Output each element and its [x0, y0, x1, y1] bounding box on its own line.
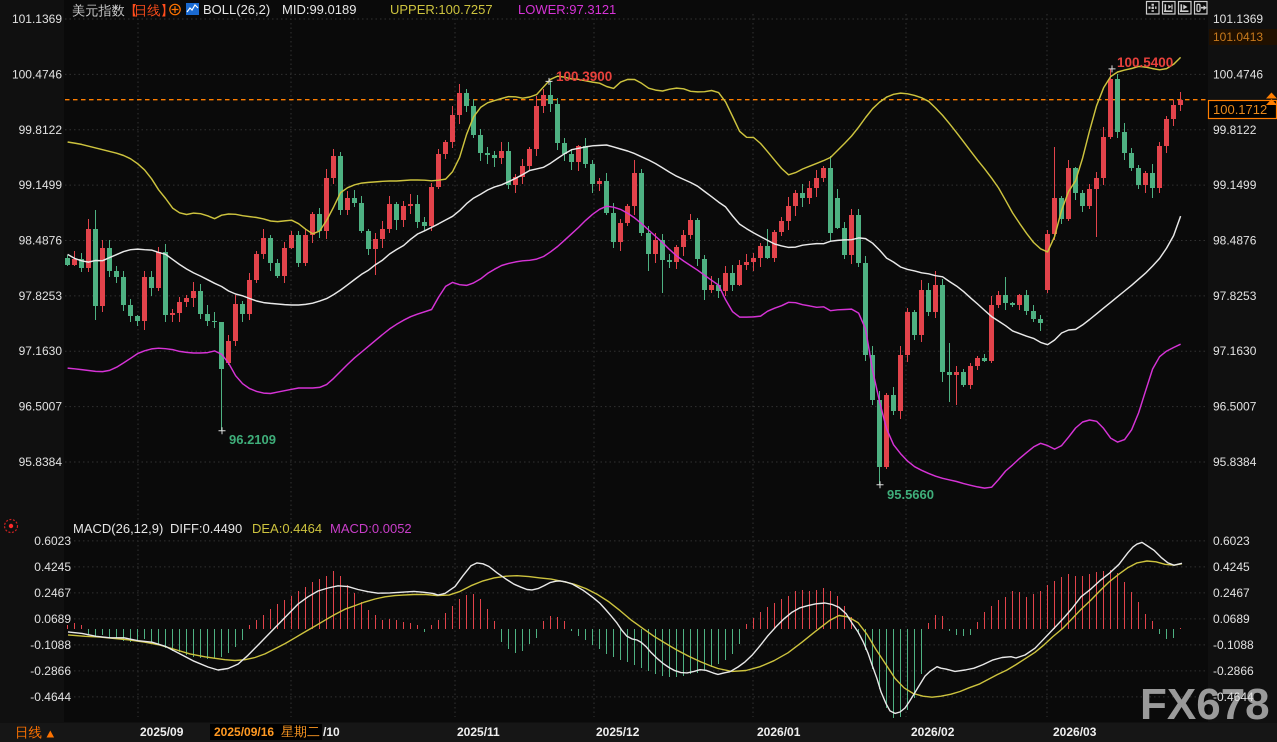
svg-text:97.1630: 97.1630	[1213, 344, 1257, 358]
svg-text:2025/09: 2025/09	[140, 725, 184, 739]
svg-text:98.4876: 98.4876	[1213, 233, 1257, 247]
svg-text:0.2467: 0.2467	[34, 586, 71, 600]
svg-text:96.2109: 96.2109	[229, 432, 276, 447]
svg-text:101.1369: 101.1369	[12, 12, 62, 26]
svg-text:99.8122: 99.8122	[19, 123, 63, 137]
svg-text:95.8384: 95.8384	[1213, 455, 1257, 469]
svg-text:99.1499: 99.1499	[1213, 178, 1257, 192]
svg-text:95.5660: 95.5660	[887, 487, 934, 502]
svg-text:2026/01: 2026/01	[757, 725, 801, 739]
svg-text:-0.1088: -0.1088	[1213, 638, 1254, 652]
svg-text:96.5007: 96.5007	[1213, 400, 1257, 414]
svg-text:-0.2866: -0.2866	[1213, 664, 1254, 678]
svg-text:101.1369: 101.1369	[1213, 12, 1263, 26]
svg-text:DEA:0.4464: DEA:0.4464	[252, 521, 322, 536]
svg-text:96.5007: 96.5007	[19, 400, 63, 414]
svg-text:FX678: FX678	[1140, 680, 1270, 729]
svg-text:97.1630: 97.1630	[19, 344, 63, 358]
svg-text:LOWER:97.3121: LOWER:97.3121	[518, 2, 616, 17]
svg-text:0.4245: 0.4245	[1213, 560, 1250, 574]
svg-text:99.1499: 99.1499	[19, 178, 63, 192]
svg-text:2026/03: 2026/03	[1053, 725, 1097, 739]
svg-text:MACD:0.0052: MACD:0.0052	[330, 521, 412, 536]
svg-text:97.8253: 97.8253	[1213, 289, 1257, 303]
svg-text:100.3900: 100.3900	[556, 69, 612, 84]
svg-text:0.4245: 0.4245	[34, 560, 71, 574]
svg-text:100.4746: 100.4746	[1213, 67, 1263, 81]
svg-text:BOLL(26,2): BOLL(26,2)	[203, 2, 270, 17]
svg-text:-0.1088: -0.1088	[30, 638, 71, 652]
svg-text:0.0689: 0.0689	[1213, 612, 1250, 626]
svg-text:2026/02: 2026/02	[911, 725, 955, 739]
svg-text:-0.4644: -0.4644	[1213, 690, 1254, 704]
svg-text:97.8253: 97.8253	[19, 289, 63, 303]
svg-text:0.2467: 0.2467	[1213, 586, 1250, 600]
svg-text:DIFF:0.4490: DIFF:0.4490	[170, 521, 242, 536]
svg-text:95.8384: 95.8384	[19, 455, 63, 469]
svg-text:/10: /10	[323, 725, 340, 739]
svg-text:0.0689: 0.0689	[34, 612, 71, 626]
svg-text:100.5400: 100.5400	[1117, 55, 1173, 70]
svg-text:0.6023: 0.6023	[34, 534, 71, 548]
svg-text:99.8122: 99.8122	[1213, 123, 1257, 137]
svg-text:101.0413: 101.0413	[1213, 30, 1263, 44]
svg-text:100.1712: 100.1712	[1213, 102, 1267, 117]
svg-text:MID:99.0189: MID:99.0189	[282, 2, 356, 17]
svg-text:2025/09/16: 2025/09/16	[214, 725, 274, 739]
svg-text:-0.2866: -0.2866	[30, 664, 71, 678]
svg-text:0.6023: 0.6023	[1213, 534, 1250, 548]
svg-text:MACD(26,12,9): MACD(26,12,9)	[73, 521, 163, 536]
svg-text:-0.4644: -0.4644	[30, 690, 71, 704]
svg-text:2025/12: 2025/12	[596, 725, 640, 739]
svg-text:UPPER:100.7257: UPPER:100.7257	[390, 2, 493, 17]
svg-text:98.4876: 98.4876	[19, 233, 63, 247]
svg-text:2025/11: 2025/11	[457, 725, 500, 739]
svg-text:100.4746: 100.4746	[12, 67, 62, 81]
